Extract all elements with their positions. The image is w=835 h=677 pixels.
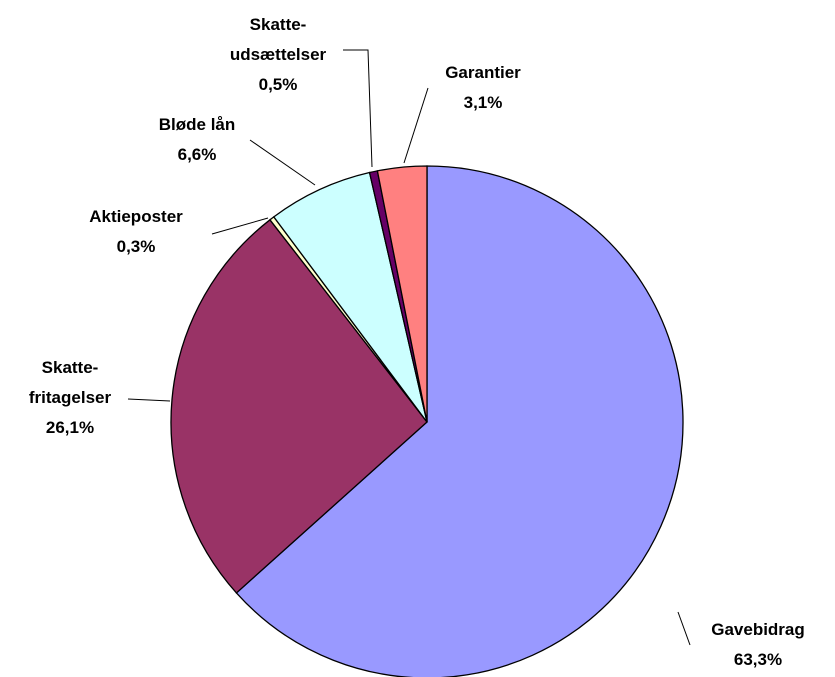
pie-slice [170, 218, 428, 594]
leader-line [403, 87, 429, 164]
slice-label: Aktieposter 0,3% [89, 202, 183, 262]
pie-slice [235, 165, 684, 677]
slice-label: Gavebidrag 63,3% [711, 615, 805, 675]
category-label: Aktieposter [89, 207, 183, 226]
category-label: Gavebidrag [711, 620, 805, 639]
value-label: 0,5% [258, 75, 298, 94]
value-label: 26,1% [45, 418, 95, 437]
leader-line [249, 139, 316, 186]
slice-label: Skatte- udsættelser 0,5% [230, 10, 326, 100]
slice-label: Garantier 3,1% [445, 58, 521, 118]
value-label: 3,1% [463, 93, 503, 112]
category-label: Bløde lån [158, 115, 236, 134]
value-label: 0,3% [116, 237, 156, 256]
value-label: 63,3% [733, 650, 783, 669]
leader-line [677, 611, 691, 646]
value-label: 6,6% [177, 145, 217, 164]
leader-line [211, 217, 269, 235]
leader-line [343, 49, 373, 168]
slice-label: Skatte- fritagelser 26,1% [29, 353, 111, 443]
category-label: Skatte- udsættelser [229, 15, 327, 64]
slice-label: Bløde lån 6,6% [159, 110, 236, 170]
leader-line [127, 398, 171, 402]
category-label: Skatte- fritagelser [28, 358, 112, 407]
pie-slice [376, 165, 428, 423]
category-label: Garantier [445, 63, 521, 82]
